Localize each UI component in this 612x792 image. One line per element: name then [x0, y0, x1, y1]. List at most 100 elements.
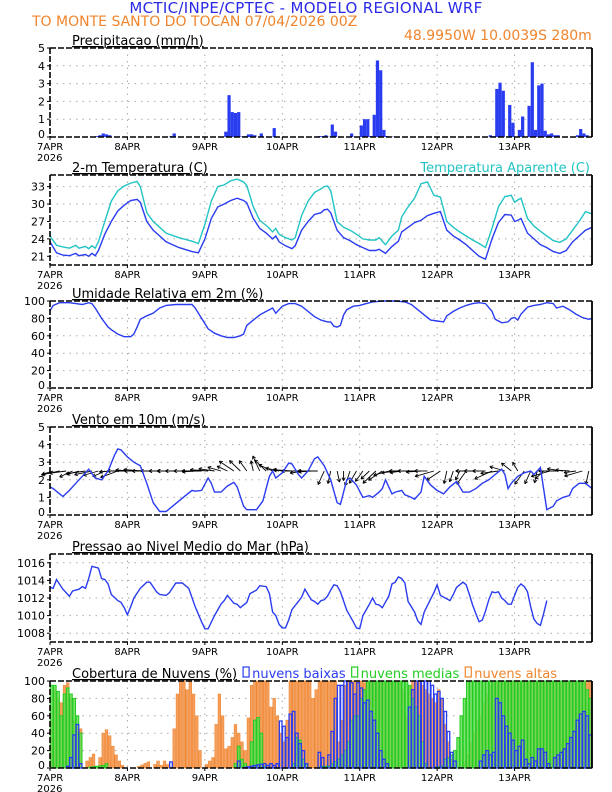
cloud-bar-nuvens-medias	[56, 690, 60, 769]
wind-arrow	[524, 470, 532, 484]
y-tick-label: 40	[31, 347, 45, 360]
coordinates-label: 48.9950W 10.0039S 280m	[404, 28, 592, 44]
x-tick-label: 7APR	[37, 393, 63, 404]
y-tick-label: 24	[31, 233, 45, 246]
wind-arrow-head	[265, 466, 270, 471]
precip-bar	[533, 129, 538, 137]
cloud-bar-nuvens-altas	[220, 715, 225, 769]
wind-arrow-head	[480, 471, 485, 476]
cloud-bar-nuvens-altas	[146, 761, 151, 769]
y-tick-label: 1012	[17, 592, 45, 605]
cloud-bar-nuvens-altas	[324, 680, 328, 769]
wind-arrow-head	[472, 468, 476, 474]
wind-arrow-head	[254, 459, 259, 464]
precip-bar	[556, 135, 560, 137]
precip-bar	[553, 135, 557, 137]
wind-arrow	[355, 470, 364, 482]
x-tick-label: 7APR	[37, 773, 63, 784]
cloud-bar-nuvens-medias	[472, 680, 477, 769]
wind-arrow-head	[115, 468, 120, 473]
cloud-bar-nuvens-medias	[401, 680, 406, 769]
wind-arrow-head	[454, 476, 459, 481]
x-tick-label: 12APR	[421, 773, 454, 784]
cloud-bar-nuvens-medias	[62, 693, 67, 769]
year-label: 2026	[37, 404, 62, 415]
y-tick-label: 40	[31, 727, 45, 740]
wind-arrow-head	[252, 455, 256, 460]
cloud-bar-nuvens-medias	[462, 697, 467, 769]
wind-arrow	[426, 470, 441, 481]
wind-arrow	[49, 470, 67, 474]
x-tick-label: 7APR	[37, 270, 63, 281]
precip-bar	[101, 133, 105, 137]
cloud-bar-nuvens-medias	[404, 680, 409, 769]
y-tick-label: 30	[31, 198, 45, 211]
cloud-bar-nuvens-altas	[117, 760, 121, 769]
cloud-bar-nuvens-altas	[233, 724, 238, 769]
cloud-bar-nuvens-medias	[549, 680, 554, 769]
precip-bar	[546, 134, 551, 137]
precip-bar	[537, 85, 541, 137]
panel-4: 0 1 2 3 4 5 7APR 8APR 9APR 10APR 11APR 12APR 13APR 20…	[37, 413, 593, 542]
panel-title: Cobertura de Nuvens (%)	[72, 667, 237, 682]
precip-bar	[98, 135, 102, 137]
legend-label: nuvens altas	[474, 667, 557, 682]
cloud-bar-nuvens-medias	[249, 741, 254, 769]
x-tick-label: 11APR	[343, 142, 376, 153]
wind-arrow	[65, 470, 86, 475]
cloud-bar-nuvens-altas	[230, 737, 234, 769]
wind-arrow-head	[368, 476, 373, 481]
main-title: MCTIC/INPE/CPTEC - MODELO REGIONAL WRF	[129, 0, 483, 17]
cloud-bar-nuvens-medias	[391, 680, 396, 769]
wind-arrow-head	[249, 460, 254, 465]
wind-arrow	[564, 470, 583, 477]
cloud-bar-nuvens-medias	[475, 680, 480, 769]
x-tick-label: 11APR	[343, 647, 376, 658]
cloud-bar-nuvens-altas	[114, 754, 118, 769]
precip-bar	[230, 112, 234, 137]
cloud-bar-nuvens-medias	[59, 715, 64, 769]
cloud-bar-nuvens-altas	[188, 680, 192, 769]
precip-bar	[95, 136, 99, 137]
y-tick-label: 1014	[17, 574, 45, 587]
cloud-bar-nuvens-medias	[65, 687, 70, 769]
legend-swatch	[464, 666, 472, 678]
cloud-bar-nuvens-altas	[179, 680, 183, 769]
precip-bar	[372, 114, 376, 137]
x-tick-label: 11APR	[343, 773, 376, 784]
cloud-bar-nuvens-altas	[162, 760, 167, 769]
precip-bar	[517, 129, 522, 137]
precip-bar	[488, 135, 492, 137]
x-tick-label: 8APR	[114, 393, 140, 404]
wind-arrow-head	[228, 460, 233, 465]
cloud-bar-nuvens-altas	[314, 689, 318, 769]
wind-arrow-head	[258, 463, 263, 468]
wind-arrow-head	[181, 468, 185, 474]
x-tick-label: 12APR	[421, 270, 454, 281]
cloud-bar-nuvens-baixas	[446, 730, 451, 769]
x-tick-label: 13APR	[498, 773, 531, 784]
wind-arrow-head	[442, 480, 447, 484]
legend-label: nuvens medias	[361, 667, 460, 682]
wind-arrow	[360, 470, 370, 480]
y-tick-label: 60	[31, 710, 45, 723]
x-tick-label: 12APR	[421, 142, 454, 153]
wind-arrow-head	[218, 460, 223, 465]
x-tick-label: 13APR	[498, 520, 531, 531]
panel-title: Vento em 10m (m/s)	[72, 413, 205, 428]
x-tick-label: 9APR	[192, 142, 218, 153]
x-tick-label: 12APR	[421, 647, 454, 658]
x-tick-label: 10APR	[266, 647, 299, 658]
legend-swatch	[351, 666, 359, 678]
y-tick-label: 33	[31, 181, 45, 194]
precip-bar	[582, 133, 586, 137]
panel-5: 1008 1010 1012 1014 1016 7APR 8APR 9APR 10APR 11A…	[17, 540, 593, 669]
cloud-bar-nuvens-medias	[524, 680, 528, 769]
y-tick-label: 80	[31, 692, 45, 705]
x-tick-label: 11APR	[343, 520, 376, 531]
cloud-bar-nuvens-medias	[253, 719, 257, 769]
panel-2: 21 24 27 30 33 7APR 8APR 9APR 10APR 11APR 12APR 13A…	[31, 161, 593, 292]
wind-arrow	[563, 470, 576, 474]
y-tick-label: 1	[38, 113, 45, 126]
x-tick-label: 7APR	[37, 520, 63, 531]
